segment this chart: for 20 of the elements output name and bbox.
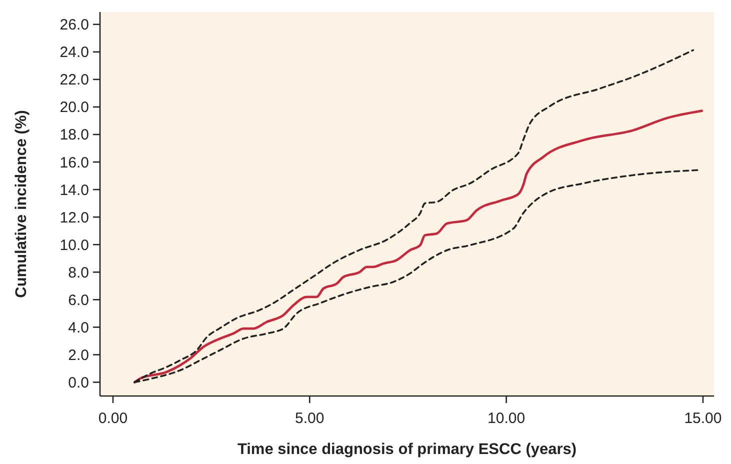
- y-tick-label: 18.0: [60, 126, 89, 144]
- x-tick-label: 0.00: [98, 410, 128, 427]
- y-tick-label: 4.0: [68, 319, 89, 336]
- x-tick-label: 15.00: [684, 410, 722, 427]
- y-tick-label: 10.0: [60, 236, 89, 254]
- y-tick-label: 24.0: [60, 44, 89, 62]
- y-tick-label: 0.0: [68, 374, 89, 392]
- x-tick-label: 10.00: [488, 410, 526, 427]
- y-tick-label: 6.0: [68, 292, 89, 309]
- y-tick-label: 26.0: [60, 16, 89, 34]
- y-tick-label: 14.0: [60, 182, 89, 199]
- y-tick-label: 20.0: [60, 99, 89, 116]
- y-tick-label: 12.0: [60, 209, 89, 226]
- y-tick-label: 22.0: [60, 72, 89, 89]
- y-tick-label: 16.0: [60, 154, 89, 172]
- x-tick-label: 5.00: [295, 410, 324, 427]
- x-axis-title: Time since diagnosis of primary ESCC (years): [237, 441, 577, 458]
- y-tick-label: 2.0: [68, 346, 89, 364]
- y-axis-title: Cumulative incidence (%): [13, 110, 30, 298]
- y-tick-label: 8.0: [68, 264, 89, 282]
